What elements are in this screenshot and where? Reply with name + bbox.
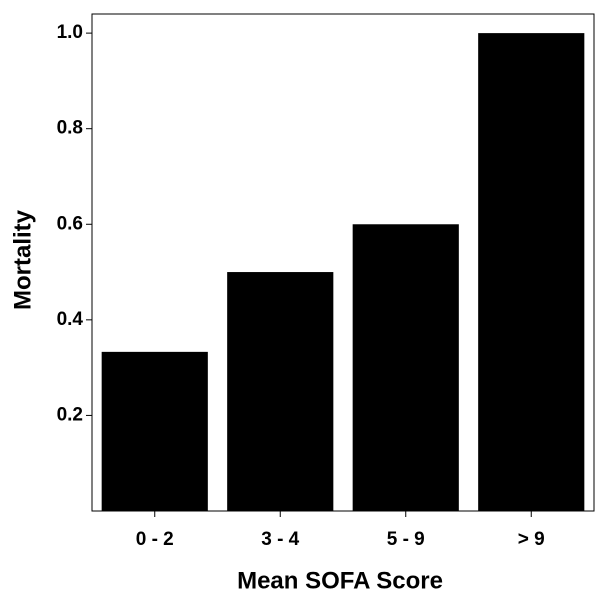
bar — [478, 33, 585, 511]
bar — [227, 272, 334, 511]
y-axis-title: Mortality — [9, 209, 36, 310]
x-tick-label: 0 - 2 — [136, 529, 174, 550]
y-tick-label: 0.6 — [57, 213, 83, 234]
y-tick-label: 0.4 — [57, 309, 84, 330]
x-tick-label: 5 - 9 — [387, 529, 425, 550]
bar — [352, 224, 459, 511]
y-tick-label: 1.0 — [57, 22, 83, 43]
x-tick-label: 3 - 4 — [261, 529, 299, 550]
x-tick-label: > 9 — [518, 529, 545, 550]
x-axis-title: Mean SOFA Score — [237, 567, 443, 594]
y-tick-label: 0.2 — [57, 404, 83, 425]
bar — [101, 351, 208, 511]
y-tick-label: 0.8 — [57, 118, 83, 139]
